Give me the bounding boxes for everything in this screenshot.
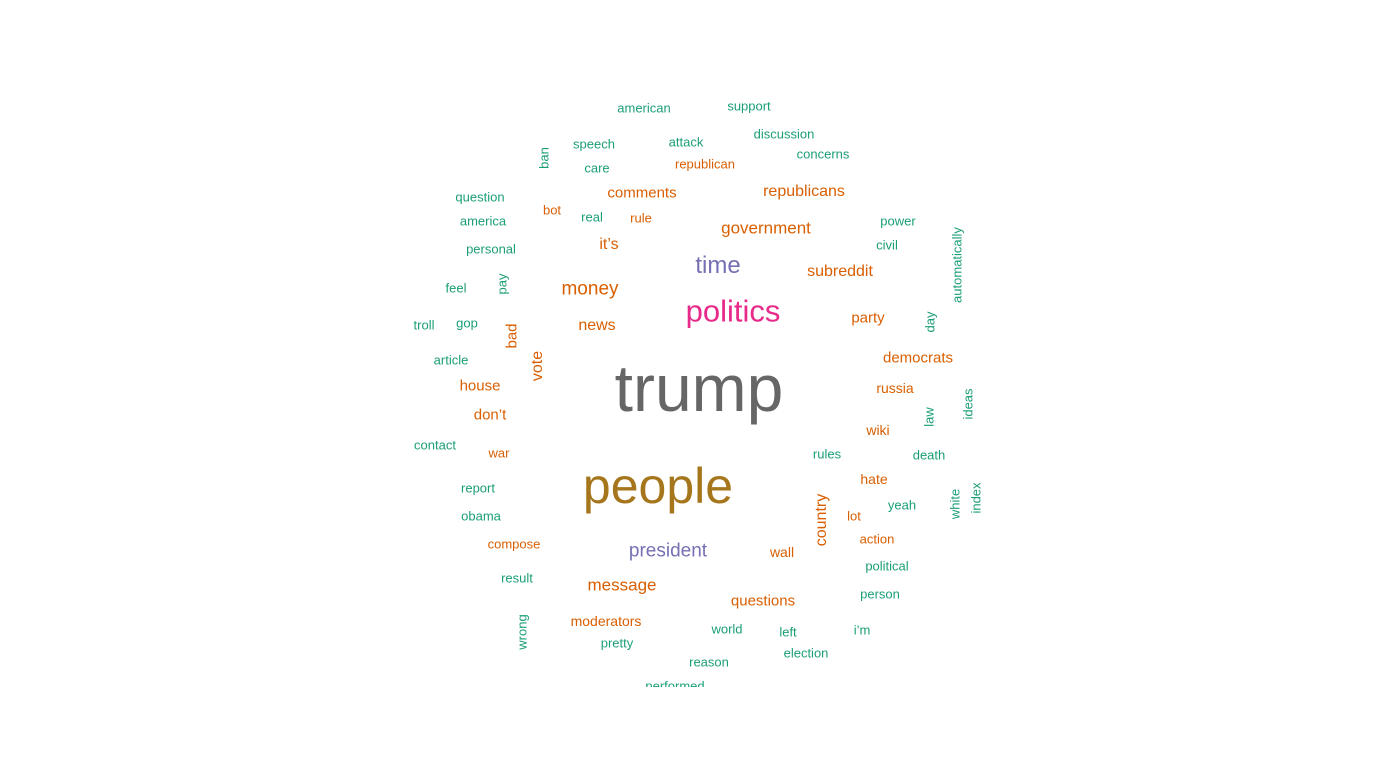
word-performed: performed: [645, 678, 705, 688]
word-news: news: [578, 317, 616, 334]
word-personal: personal: [466, 241, 516, 257]
word-vote: vote: [529, 350, 546, 382]
word-wrong: wrong: [514, 614, 530, 650]
word-im: i’m: [853, 622, 871, 638]
word-world: world: [711, 621, 743, 637]
word-government: government: [721, 218, 811, 238]
word-discussion: discussion: [753, 126, 815, 142]
word-left: left: [779, 624, 797, 640]
word-obama: obama: [461, 508, 501, 524]
word-house: house: [459, 377, 501, 395]
word-rule: rule: [630, 210, 652, 226]
word-wall: wall: [769, 544, 795, 560]
word-yeah: yeah: [887, 497, 917, 513]
word-action: action: [859, 531, 895, 547]
word-american: american: [617, 100, 671, 116]
word-troll: troll: [413, 317, 435, 333]
word-pretty: pretty: [600, 635, 634, 651]
word-question: question: [455, 189, 505, 205]
word-country: country: [813, 493, 830, 547]
word-death: death: [912, 447, 946, 463]
word-attack: attack: [668, 134, 704, 150]
word-comments: comments: [607, 184, 677, 202]
word-political: political: [865, 558, 909, 574]
word-politics: politics: [685, 293, 781, 329]
word-time: time: [695, 252, 741, 279]
word-feel: feel: [445, 280, 467, 296]
word-civil: civil: [876, 237, 898, 253]
word-lot: lot: [847, 508, 861, 524]
word-index: index: [968, 482, 984, 514]
word-its: it’s: [599, 236, 619, 253]
word-dont: don’t: [473, 406, 507, 424]
word-gop: gop: [456, 315, 478, 331]
word-care: care: [584, 160, 610, 176]
word-day: day: [922, 311, 938, 333]
word-hate: hate: [860, 471, 888, 487]
word-person: person: [860, 586, 900, 602]
word-ideas: ideas: [960, 388, 976, 420]
word-ban: ban: [536, 147, 552, 169]
word-automatically: automatically: [949, 227, 965, 303]
word-questions: questions: [730, 592, 796, 610]
word-compose: compose: [487, 536, 541, 552]
word-law: law: [921, 407, 937, 427]
word-real: real: [581, 209, 603, 225]
word-subreddit: subreddit: [807, 263, 873, 280]
word-moderators: moderators: [570, 613, 642, 629]
word-bot: bot: [542, 202, 562, 218]
word-money: money: [561, 278, 619, 300]
word-russia: russia: [876, 380, 914, 396]
word-election: election: [783, 645, 829, 661]
word-people: people: [582, 458, 734, 514]
word-contact: contact: [414, 437, 456, 453]
word-republican: republican: [675, 156, 735, 172]
word-pay: pay: [494, 273, 510, 295]
word-concerns: concerns: [796, 146, 850, 162]
word-reason: reason: [689, 654, 729, 670]
word-result: result: [501, 570, 533, 586]
word-republicans: republicans: [763, 183, 845, 200]
word-report: report: [461, 480, 495, 496]
word-speech: speech: [573, 136, 615, 152]
word-wiki: wiki: [866, 422, 890, 438]
word-democrats: democrats: [882, 349, 954, 367]
word-cloud-area: american support attack discussion speec…: [413, 98, 984, 688]
word-bad: bad: [503, 323, 521, 349]
word-message: message: [587, 575, 657, 595]
word-article: article: [433, 352, 469, 368]
word-america: america: [459, 213, 507, 229]
word-president: president: [628, 540, 708, 562]
word-white: white: [947, 488, 963, 520]
word-power: power: [880, 213, 916, 229]
word-war: war: [488, 445, 510, 461]
word-party: party: [851, 309, 885, 327]
word-rules: rules: [812, 446, 842, 462]
word-trump: trump: [614, 351, 784, 425]
word-support: support: [727, 98, 771, 114]
